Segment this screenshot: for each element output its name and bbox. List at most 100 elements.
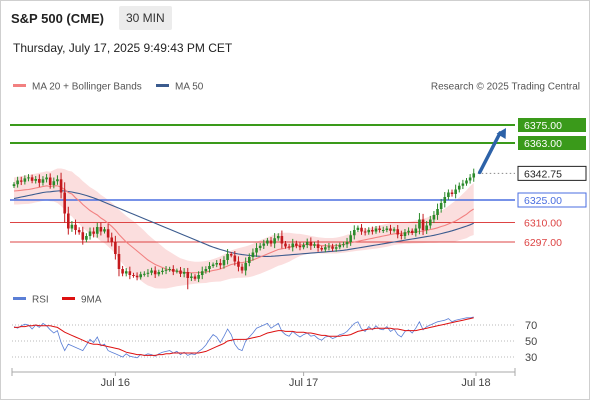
candle-body: [59, 179, 63, 193]
bollinger-bands: [14, 168, 474, 289]
rsi-tick-label: 30: [525, 352, 537, 364]
candle-body: [38, 179, 41, 183]
candle-body: [280, 236, 284, 244]
candle-body: [400, 234, 403, 236]
candle-body: [222, 260, 226, 266]
candle-body: [164, 269, 168, 271]
credit-text: Research © 2025 Trading Central: [431, 82, 580, 93]
candle-body: [41, 179, 45, 183]
candle-body: [226, 254, 229, 260]
candle-body: [110, 237, 114, 242]
candle-body: [95, 227, 99, 234]
candle-body: [132, 275, 135, 276]
candle-body: [403, 232, 407, 236]
candle-body: [461, 183, 465, 186]
candle-body: [215, 263, 219, 265]
candle-body: [233, 255, 237, 262]
candle-body: [363, 231, 367, 233]
target-level-label: 6363.00: [524, 138, 562, 150]
candle-body: [121, 269, 124, 274]
time-axis: Jul 16 Jul 17 Jul 18: [11, 368, 516, 389]
level-labels: 6375.00 6363.00 6342.75 6325.00 6310.00 6297.…: [517, 118, 587, 249]
candle-body: [349, 235, 352, 242]
candle-body: [63, 192, 66, 214]
arrow-head: [496, 128, 506, 139]
candle-body: [161, 270, 164, 272]
candle-body: [266, 240, 269, 244]
candle-body: [124, 271, 128, 274]
rsi-ma-legend-swatch: [62, 297, 75, 300]
candle-body: [360, 227, 363, 232]
rsi-ma-legend-label: 9MA: [81, 295, 102, 306]
pivot-level-label: 6325.00: [524, 195, 562, 207]
candle-body: [128, 271, 132, 275]
candle-body: [443, 197, 447, 203]
candle-body: [439, 203, 443, 209]
candle-body: [197, 275, 200, 279]
candle-body: [345, 242, 349, 245]
candle-body: [255, 248, 258, 253]
candle-body: [284, 243, 287, 247]
candle-body: [432, 215, 436, 220]
candle-body: [27, 177, 30, 179]
candle-body: [291, 243, 295, 248]
candle-body: [313, 244, 316, 246]
candle-body: [410, 230, 414, 233]
target-level-label: 6375.00: [524, 120, 562, 132]
candle-body: [338, 245, 342, 248]
candle-body: [77, 230, 81, 233]
candle-body: [157, 272, 161, 275]
current-price-tag: [517, 165, 587, 181]
ma50-legend-label: MA 50: [175, 82, 204, 93]
candle-body: [342, 244, 345, 246]
candle-body: [309, 242, 313, 246]
rsi-tick-label: 50: [525, 336, 537, 348]
candle-body: [450, 192, 454, 194]
interval-badge[interactable]: 30 MIN: [119, 6, 172, 30]
candle-body: [436, 209, 439, 215]
candle-body: [327, 246, 331, 248]
candle-body: [381, 230, 385, 231]
candle-body: [385, 228, 389, 230]
candle-body: [171, 269, 175, 272]
support-level-label: 6297.00: [524, 237, 562, 249]
candle-body: [139, 274, 142, 278]
candle-body: [273, 238, 276, 244]
candle-body: [305, 242, 309, 245]
candle-body: [302, 245, 305, 248]
rsi-legend-swatch: [13, 297, 26, 300]
candle-body: [153, 270, 157, 275]
candle-body: [30, 177, 34, 181]
candle-body: [200, 271, 204, 275]
target-level-tag: [518, 118, 586, 132]
candle-body: [117, 254, 121, 269]
candle-body: [331, 246, 334, 249]
candle-body: [378, 228, 381, 230]
candle-body: [468, 177, 472, 181]
symbol-title: S&P 500 (CME): [11, 11, 104, 26]
rsi-tick-label: 70: [525, 320, 537, 332]
candle-body: [298, 245, 302, 248]
candle-body: [52, 181, 56, 185]
candle-body: [237, 261, 240, 267]
candle-body: [12, 184, 16, 187]
candle-body: [472, 173, 476, 178]
x-tick-label: Jul 16: [101, 377, 130, 389]
candle-body: [367, 230, 371, 233]
candle-body: [106, 229, 110, 238]
candle-body: [146, 272, 150, 274]
candle-body: [175, 270, 179, 272]
candle-body: [320, 248, 323, 250]
candle-body: [447, 192, 450, 197]
candle-body: [23, 178, 27, 182]
candle-body: [392, 229, 396, 231]
candle-body: [414, 228, 418, 233]
rsi-panel: 70 50 30: [12, 316, 537, 364]
candle-body: [135, 275, 139, 278]
candle-body: [465, 180, 468, 184]
candle-body: [407, 230, 410, 233]
candle-body: [103, 229, 106, 232]
candle-body: [186, 272, 190, 278]
candle-body: [67, 213, 70, 229]
